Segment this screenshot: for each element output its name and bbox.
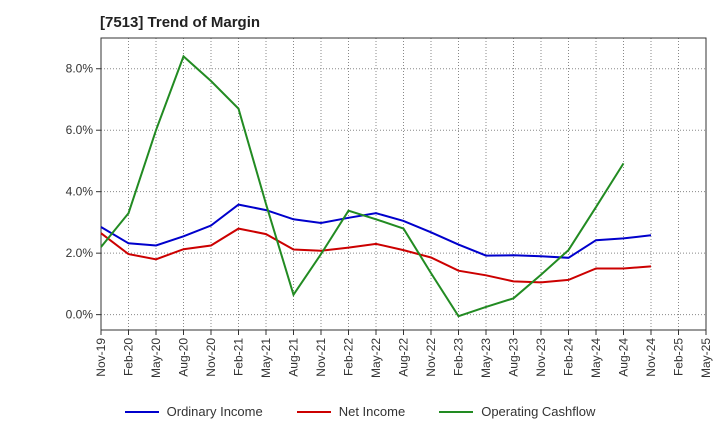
x-tick-label: Feb-22 (342, 338, 356, 376)
series-line-net-income (100, 227, 652, 284)
x-tick-label: May-23 (479, 338, 493, 378)
legend-label: Operating Cashflow (481, 404, 596, 419)
x-tick-label: May-22 (369, 338, 383, 378)
y-tick-label: 2.0% (66, 246, 94, 260)
legend-label: Ordinary Income (166, 404, 263, 419)
y-tick-label: 6.0% (66, 123, 94, 137)
chart-title: [7513] Trend of Margin (100, 14, 261, 31)
legend-label: Net Income (338, 404, 406, 419)
x-tick-label: Aug-23 (507, 338, 521, 377)
legend-item: Ordinary Income (124, 404, 263, 419)
legend-swatch (296, 410, 331, 413)
y-axis-ticks: 0.0% 2.0% 4.0% 6.0% 8.0% (66, 62, 101, 322)
x-tick-label: Aug-24 (617, 338, 631, 377)
x-tick-label: Aug-20 (177, 338, 191, 377)
x-tick-label: Feb-23 (452, 338, 466, 376)
y-tick-label: 8.0% (66, 62, 94, 76)
x-tick-label: Feb-25 (672, 338, 686, 376)
x-tick-label: Nov-23 (534, 338, 548, 377)
x-tick-label: Nov-21 (314, 338, 328, 377)
x-tick-label: Nov-19 (94, 338, 108, 377)
x-tick-label: May-24 (589, 338, 603, 378)
series-lines (100, 54, 652, 318)
x-tick-label: Nov-24 (644, 338, 658, 377)
x-tick-label: May-25 (699, 338, 713, 378)
legend-swatch (439, 410, 474, 413)
x-tick-label: Aug-21 (287, 338, 301, 377)
grid-lines (101, 38, 706, 330)
x-tick-label: Nov-20 (204, 338, 218, 377)
plot-area-frame (100, 37, 707, 331)
y-tick-label: 0.0% (66, 308, 94, 322)
x-axis-ticks: Nov-19 Feb-20 May-20 Aug-20 Nov-20 Feb-21 May-… (94, 330, 713, 378)
x-tick-label: May-20 (149, 338, 163, 378)
y-tick-label: 4.0% (66, 185, 94, 199)
x-tick-label: Nov-22 (424, 338, 438, 377)
x-tick-label: Feb-20 (122, 338, 136, 376)
x-tick-label: May-21 (259, 338, 273, 378)
series-line-operating-cashflow (100, 54, 625, 318)
legend-swatch (124, 410, 159, 413)
x-tick-label: Feb-24 (562, 338, 576, 376)
legend-item: Net Income (296, 404, 406, 419)
x-tick-label: Aug-22 (397, 338, 411, 377)
x-tick-label: Feb-21 (232, 338, 246, 376)
margin-line-chart: 0.0% 2.0% 4.0% 6.0% 8.0% Nov-19 Feb-20 May-20 A… (66, 37, 713, 378)
legend-item: Operating Cashflow (439, 404, 595, 419)
chart-legend: Ordinary Income Net Income Operating Cashf… (0, 404, 720, 419)
